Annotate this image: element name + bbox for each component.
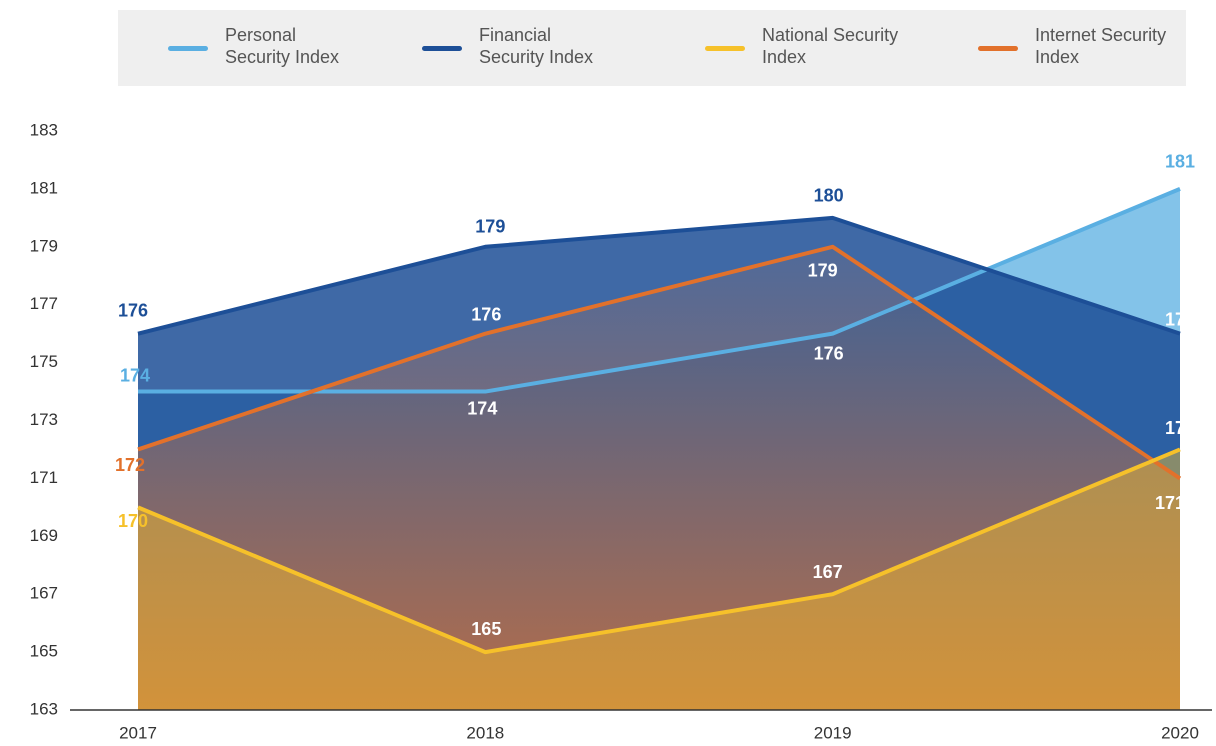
x-tick-label: 2020 xyxy=(1161,723,1199,742)
data-label: 167 xyxy=(813,562,843,582)
y-tick-label: 165 xyxy=(30,642,58,661)
legend-swatch xyxy=(422,46,462,51)
y-tick-label: 163 xyxy=(30,699,58,718)
legend: Personal Security Index Financial Securit… xyxy=(118,10,1186,86)
data-label: 176 xyxy=(814,343,844,363)
y-tick-label: 169 xyxy=(30,526,58,545)
data-label: 180 xyxy=(814,186,844,206)
legend-swatch xyxy=(168,46,208,51)
data-label: 174 xyxy=(467,398,497,418)
data-label: 176 xyxy=(1165,309,1195,329)
data-label: 176 xyxy=(471,304,501,324)
y-tick-label: 171 xyxy=(30,468,58,487)
legend-label: Financial Security Index xyxy=(479,25,594,67)
y-tick-label: 167 xyxy=(30,584,58,603)
x-tick-label: 2019 xyxy=(814,723,852,742)
y-tick-label: 173 xyxy=(30,410,58,429)
series-line xyxy=(137,215,1181,336)
legend-label: National Security Index xyxy=(762,25,899,67)
data-label: 181 xyxy=(1165,152,1195,172)
data-label: 172 xyxy=(1165,418,1195,438)
area-fill xyxy=(138,449,1180,710)
data-label: 174 xyxy=(120,365,150,385)
series-line xyxy=(137,244,1182,481)
legend-swatch xyxy=(705,46,745,51)
data-label: 172 xyxy=(115,455,145,475)
data-label: 179 xyxy=(808,261,838,281)
y-tick-label: 179 xyxy=(30,236,58,255)
data-label: 171 xyxy=(1155,493,1185,513)
data-label: 165 xyxy=(471,619,501,639)
legend-swatch xyxy=(978,46,1018,51)
y-tick-label: 177 xyxy=(30,294,58,313)
y-tick-label: 183 xyxy=(30,120,58,139)
legend-label: Personal Security Index xyxy=(225,25,340,67)
data-label: 179 xyxy=(475,217,505,237)
series-line xyxy=(137,447,1181,655)
data-label: 170 xyxy=(118,511,148,531)
data-label: 176 xyxy=(118,300,148,320)
y-tick-label: 181 xyxy=(30,178,58,197)
x-tick-label: 2018 xyxy=(466,723,504,742)
y-tick-label: 175 xyxy=(30,352,58,371)
x-tick-label: 2017 xyxy=(119,723,157,742)
legend-label: Internet Security Index xyxy=(1035,25,1167,67)
